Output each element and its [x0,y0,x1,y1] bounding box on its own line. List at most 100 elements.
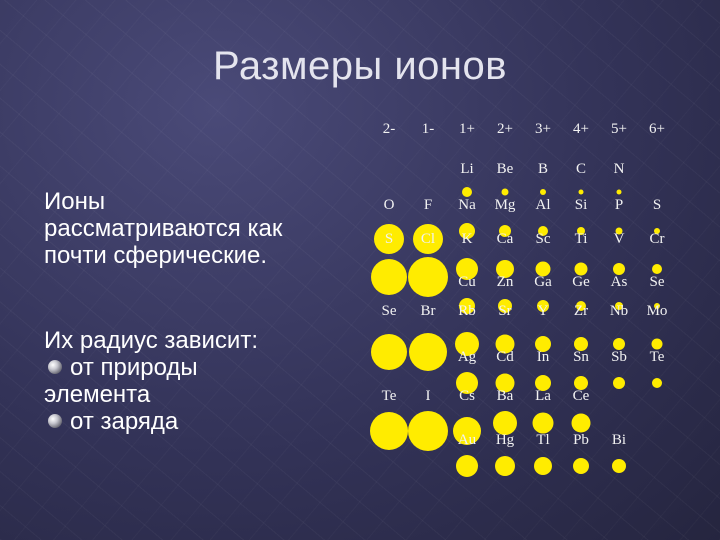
ion-circle [456,258,478,280]
ion-symbol: Au [457,432,477,448]
ion-symbol: P [614,197,624,213]
ion-circle [499,225,511,237]
ion-symbol: Al [535,197,551,213]
ion-symbol: Se [649,274,665,290]
ion-symbol: Mg [494,197,516,213]
ion-circle [652,264,662,274]
text-line: элемента [44,381,151,408]
text-line: Их радиус зависит: [44,327,258,354]
ion-circle [537,300,549,312]
ion-circle [654,228,660,234]
ion-circle [374,224,404,254]
charge-header: 1+ [459,121,475,137]
ion-symbol: Zn [496,274,514,290]
ion-symbol: Na [458,197,476,213]
ion-symbol: Ba [496,388,514,404]
ion-symbol: Cs [459,388,475,404]
text-line: Ионы [44,188,106,215]
ion-circle [534,457,552,475]
ion-symbol: Be [496,161,514,177]
body-text: Ионы рассматриваются как почти сферическ… [44,188,374,435]
ion-symbol: Te [649,349,665,365]
ion-symbol: Cr [649,231,665,247]
ion-circle [576,301,586,311]
ion-circle [613,263,625,275]
text-line: почти сферические. [44,242,268,269]
ion-circle [453,417,481,445]
charge-header: 6+ [649,121,665,137]
ion-symbol: Cl [420,231,436,247]
ion-circle [455,332,479,356]
ion-symbol: Sr [498,303,512,319]
ion-circle [495,334,515,354]
ion-symbol: N [613,161,625,177]
ion-symbol: F [423,197,433,213]
ion-symbol: In [536,349,550,365]
ion-circle [408,411,448,451]
ion-symbol: Pb [573,432,589,448]
bullet-label: от природы [70,354,198,381]
ion-circle [456,455,478,477]
ion-symbol: S [384,231,394,247]
ion-symbol: Zr [573,303,589,319]
ion-circle [540,189,546,195]
slide-title: Размеры ионов [212,44,508,88]
ion-circle [371,259,407,295]
charge-header: 2- [382,121,396,137]
ion-circle [574,262,588,276]
text-line: рассматриваются как [44,215,283,242]
ion-symbol: Hg [495,432,515,448]
ion-circle [612,459,626,473]
ion-circle [462,187,472,197]
ion-symbol: Bi [611,432,627,448]
ion-circle [459,223,475,239]
bullet-item: от заряда [44,408,374,435]
ion-symbol: Ca [496,231,514,247]
bullet-item: от природы [44,354,374,381]
ion-symbol: Te [381,388,397,404]
ion-circle [651,338,663,350]
ion-symbol: As [610,274,628,290]
ion-symbol: O [383,197,395,213]
ion-symbol: C [575,161,587,177]
ion-symbol: Sn [573,349,589,365]
ion-symbol: Li [460,161,474,177]
ion-circle [535,261,551,277]
ion-symbol: Se [381,303,397,319]
ion-symbol: Ce [572,388,590,404]
ion-circle [615,227,623,235]
ion-circle [408,257,448,297]
ion-circle [409,333,447,371]
ion-circle [370,412,408,450]
ion-symbol: Ti [574,231,588,247]
ion-circle [495,373,515,393]
ion-circle [495,456,515,476]
ion-symbol: Nb [609,303,629,319]
ion-symbol: V [613,231,625,247]
ion-symbol: Ga [534,274,552,290]
bullet-label: от заряда [70,408,179,435]
ion-symbol: B [537,161,549,177]
ion-circle [535,336,551,352]
charge-header: 4+ [573,121,589,137]
ion-circle [574,376,588,390]
ion-circle [371,334,407,370]
ion-symbol: Br [420,303,436,319]
ion-circle [573,458,589,474]
ion-circle [459,298,475,314]
ion-symbol: Ge [572,274,590,290]
charge-header: 1- [421,121,435,137]
ion-symbol: Mo [646,303,668,319]
ion-circle [498,299,512,313]
ion-circle [538,226,548,236]
ion-circle [496,260,514,278]
ion-symbol: S [652,197,662,213]
ion-symbol: Cu [458,274,476,290]
ion-circle [574,337,588,351]
ion-symbol: Sb [611,349,627,365]
ion-symbol: K [461,231,473,247]
ion-circle [613,377,625,389]
ion-circle [578,189,584,195]
bullet-icon [48,360,62,374]
